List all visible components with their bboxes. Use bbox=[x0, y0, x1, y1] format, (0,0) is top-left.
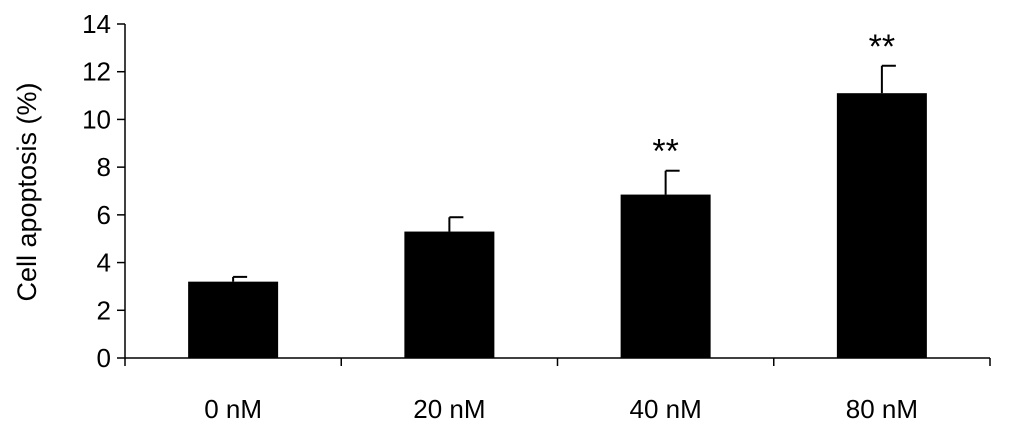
bar bbox=[188, 281, 279, 358]
x-axis-ticks: 0 nM 20 nM 40 nM 80 nM bbox=[124, 358, 991, 424]
significance-markers: ** ** bbox=[652, 28, 895, 171]
bar bbox=[404, 231, 495, 358]
y-tick-label: 10 bbox=[82, 104, 111, 134]
x-tick-label: 0 nM bbox=[204, 394, 262, 424]
bar bbox=[620, 194, 711, 358]
bars bbox=[188, 93, 927, 358]
significance-marker: ** bbox=[652, 133, 678, 171]
y-tick-label: 12 bbox=[82, 57, 111, 87]
y-tick-label: 4 bbox=[97, 248, 111, 278]
y-tick-label: 8 bbox=[97, 152, 111, 182]
significance-marker: ** bbox=[869, 28, 895, 66]
bar bbox=[836, 93, 927, 358]
y-tick-label: 2 bbox=[97, 295, 111, 325]
x-tick-label: 80 nM bbox=[846, 394, 918, 424]
y-axis-label: Cell apoptosis (%) bbox=[12, 82, 42, 301]
x-tick-label: 40 nM bbox=[629, 394, 701, 424]
y-axis-ticks: 0 2 4 6 8 10 12 14 bbox=[82, 9, 125, 373]
y-tick-label: 0 bbox=[97, 343, 111, 373]
x-tick-label: 20 nM bbox=[413, 394, 485, 424]
error-bars bbox=[232, 64, 896, 282]
y-tick-label: 14 bbox=[82, 9, 111, 39]
y-tick-label: 6 bbox=[97, 200, 111, 230]
